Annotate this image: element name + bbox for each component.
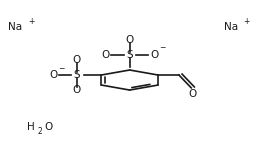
Text: −: − [58, 64, 64, 73]
Text: O: O [150, 50, 158, 60]
Text: +: + [244, 17, 250, 26]
Text: Na: Na [224, 22, 238, 32]
Text: H: H [27, 122, 35, 132]
Text: O: O [126, 35, 134, 45]
Text: −: − [159, 44, 165, 53]
Text: S: S [126, 50, 133, 60]
Text: 2: 2 [38, 127, 42, 136]
Text: O: O [188, 89, 196, 99]
Text: O: O [73, 55, 81, 65]
Text: +: + [28, 17, 34, 26]
Text: O: O [44, 122, 52, 132]
Text: O: O [73, 85, 81, 95]
Text: Na: Na [8, 22, 22, 32]
Text: O: O [101, 50, 109, 60]
Text: O: O [49, 70, 58, 80]
Text: S: S [73, 70, 80, 80]
